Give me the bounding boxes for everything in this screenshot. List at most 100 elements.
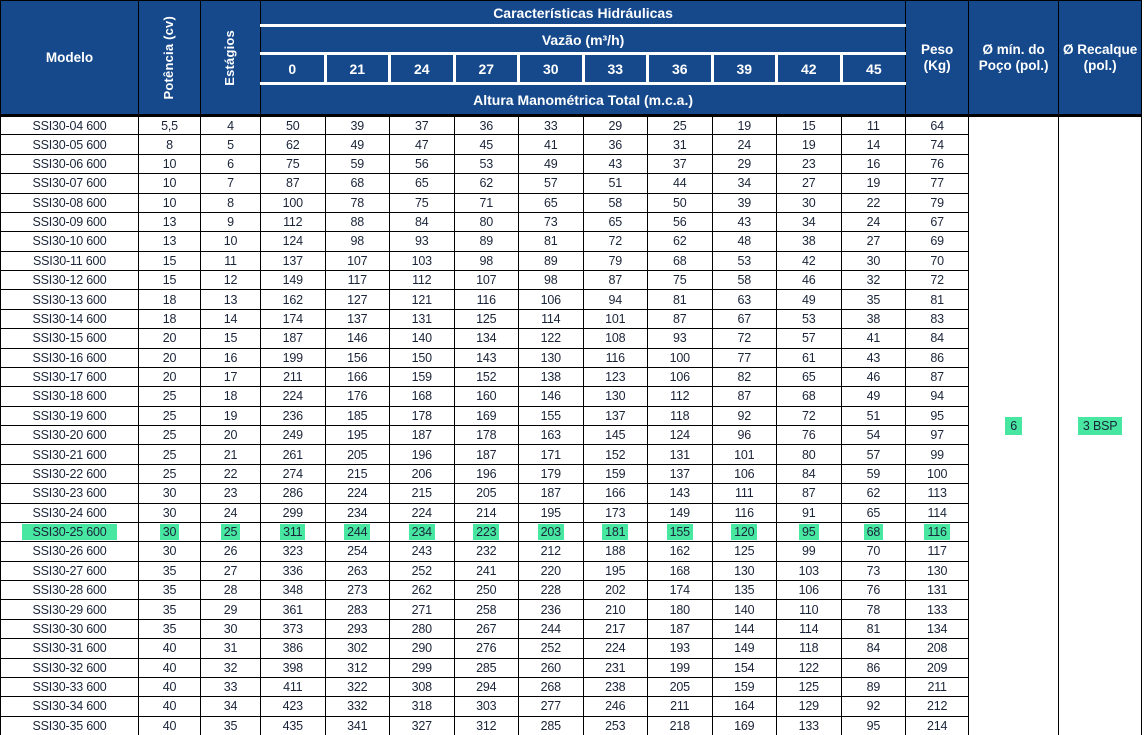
cell-peso: 83 <box>905 308 970 330</box>
cell-potencia: 30 <box>138 541 201 562</box>
cell-altura-33: 253 <box>582 715 648 735</box>
group-header-vazao: Vazão (m³/h) <box>259 25 907 55</box>
cell-altura-39: 120 <box>711 521 777 543</box>
cell-altura-36: 149 <box>647 502 713 523</box>
cell-estagios: 20 <box>200 424 261 446</box>
table-row: SSI30-24 600 30 24 299 234 224 214 195 1… <box>0 502 1142 523</box>
cell-altura-0: 336 <box>260 560 326 582</box>
cell-modelo: SSI30-23 600 <box>0 483 139 504</box>
cell-altura-0: 286 <box>260 483 326 504</box>
cell-altura-30: 106 <box>518 289 584 310</box>
cell-potencia: 25 <box>138 444 201 465</box>
table-row: SSI30-25 600 30 25 311 244 234 223 203 1… <box>0 521 1142 543</box>
cell-altura-36: 50 <box>647 192 713 213</box>
cell-altura-42: 76 <box>776 424 842 446</box>
cell-altura-27: 205 <box>453 483 519 504</box>
cell-altura-42: 30 <box>776 192 842 213</box>
flow-column-header: 24 <box>388 53 454 85</box>
cell-estagios: 7 <box>200 173 261 194</box>
cell-altura-24: 47 <box>389 134 455 155</box>
cell-altura-36: 31 <box>647 134 713 155</box>
cell-altura-30: 244 <box>518 618 584 640</box>
cell-peso: 72 <box>905 269 970 291</box>
cell-altura-42: 19 <box>776 134 842 155</box>
cell-peso: 77 <box>905 173 970 194</box>
table-header: Modelo Potência (cv) Estágios Caracterís… <box>0 0 1143 117</box>
cell-potencia: 40 <box>138 715 201 735</box>
cell-altura-33: 79 <box>582 250 648 272</box>
cell-altura-39: 34 <box>711 173 777 194</box>
cell-altura-24: 206 <box>389 463 455 485</box>
cell-altura-24: 196 <box>389 444 455 465</box>
cell-altura-42: 57 <box>776 328 842 349</box>
cell-altura-24: 159 <box>389 366 455 388</box>
cell-altura-21: 312 <box>324 657 390 678</box>
cell-altura-24: 93 <box>389 231 455 252</box>
cell-altura-30: 81 <box>518 231 584 252</box>
table-row: SSI30-33 600 40 33 411 322 308 294 268 2… <box>0 676 1142 698</box>
cell-altura-21: 283 <box>324 599 390 620</box>
cell-altura-21: 98 <box>324 231 390 252</box>
table-row: SSI30-12 600 15 12 149 117 112 107 98 87… <box>0 269 1142 291</box>
cell-peso: 97 <box>905 424 970 446</box>
cell-altura-30: 171 <box>518 444 584 465</box>
col-header-estagios: Estágios <box>200 0 261 117</box>
cell-altura-33: 159 <box>582 463 648 485</box>
cell-altura-39: 24 <box>711 134 777 155</box>
cell-altura-39: 87 <box>711 386 777 407</box>
cell-altura-24: 262 <box>389 579 455 601</box>
cell-altura-27: 294 <box>453 676 519 698</box>
cell-altura-30: 163 <box>518 424 584 446</box>
cell-altura-33: 137 <box>582 405 648 427</box>
cell-altura-27: 187 <box>453 444 519 465</box>
cell-altura-36: 100 <box>647 347 713 368</box>
cell-altura-33: 188 <box>582 541 648 562</box>
cell-altura-27: 267 <box>453 618 519 640</box>
cell-altura-36: 180 <box>647 599 713 620</box>
cell-altura-42: 72 <box>776 405 842 427</box>
cell-altura-33: 65 <box>582 211 648 233</box>
cell-altura-0: 75 <box>260 153 326 175</box>
cell-altura-0: 361 <box>260 599 326 620</box>
cell-altura-39: 58 <box>711 269 777 291</box>
cell-altura-36: 106 <box>647 366 713 388</box>
cell-estagios: 16 <box>200 347 261 368</box>
cell-modelo: SSI30-12 600 <box>0 269 139 291</box>
cell-altura-33: 87 <box>582 269 648 291</box>
cell-potencia: 20 <box>138 347 201 368</box>
cell-altura-0: 199 <box>260 347 326 368</box>
cell-altura-21: 263 <box>324 560 390 582</box>
cell-altura-0: 149 <box>260 269 326 291</box>
cell-altura-45: 24 <box>840 211 907 233</box>
cell-modelo: SSI30-19 600 <box>0 405 139 427</box>
cell-altura-33: 123 <box>582 366 648 388</box>
cell-potencia: 35 <box>138 618 201 640</box>
cell-potencia: 25 <box>138 386 201 407</box>
cell-altura-45: 73 <box>840 560 907 582</box>
cell-estagios: 27 <box>200 560 261 582</box>
cell-modelo: SSI30-13 600 <box>0 289 139 310</box>
cell-altura-0: 100 <box>260 192 326 213</box>
cell-altura-45: 62 <box>840 483 907 504</box>
cell-altura-27: 62 <box>453 173 519 194</box>
cell-altura-0: 137 <box>260 250 326 272</box>
cell-modelo: SSI30-15 600 <box>0 328 139 349</box>
cell-altura-21: 176 <box>324 386 390 407</box>
cell-peso: 116 <box>905 521 970 543</box>
cell-altura-0: 162 <box>260 289 326 310</box>
cell-estagios: 31 <box>200 638 261 659</box>
cell-altura-36: 124 <box>647 424 713 446</box>
cell-modelo: SSI30-26 600 <box>0 541 139 562</box>
cell-potencia: 35 <box>138 599 201 620</box>
cell-altura-33: 224 <box>582 638 648 659</box>
cell-altura-39: 135 <box>711 579 777 601</box>
group-header-caracteristicas: Características Hidráulicas <box>259 0 907 27</box>
cell-altura-45: 92 <box>840 696 907 717</box>
cell-altura-36: 218 <box>647 715 713 735</box>
cell-altura-0: 261 <box>260 444 326 465</box>
cell-altura-30: 57 <box>518 173 584 194</box>
cell-peso: 81 <box>905 289 970 310</box>
cell-altura-24: 271 <box>389 599 455 620</box>
cell-potencia: 25 <box>138 463 201 485</box>
